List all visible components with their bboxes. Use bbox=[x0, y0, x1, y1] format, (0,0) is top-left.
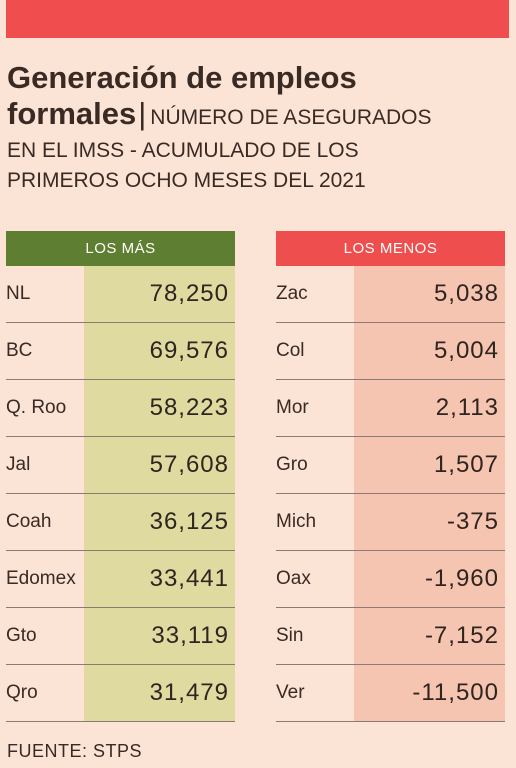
employment-value: 69,576 bbox=[84, 323, 235, 379]
employment-value: 36,125 bbox=[84, 494, 235, 550]
rows-los-mas: NL 78,250 BC 69,576 Q. Roo 58,223 Jal 57,608 Coa… bbox=[6, 266, 235, 722]
employment-value: -375 bbox=[354, 494, 505, 550]
source-note: FUENTE: STPS bbox=[7, 741, 143, 761]
table-row: Coah 36,125 bbox=[6, 494, 235, 551]
state-name: BC bbox=[6, 340, 33, 361]
employment-value: -1,960 bbox=[354, 551, 505, 607]
state-name: Mich bbox=[276, 511, 317, 532]
table-row: BC 69,576 bbox=[6, 323, 235, 380]
state-name: Mor bbox=[276, 397, 309, 418]
table-row: Gto 33,119 bbox=[6, 608, 235, 665]
state-name: NL bbox=[6, 283, 31, 304]
table-row: Zac 5,038 bbox=[276, 266, 505, 323]
state-name: Col bbox=[276, 340, 305, 361]
subtitle-part-3: PRIMEROS OCHO MESES DEL 2021 bbox=[7, 169, 366, 192]
employment-value: 58,223 bbox=[84, 380, 235, 436]
table-row: Mich -375 bbox=[276, 494, 505, 551]
table-header-los-menos: LOS MENOS bbox=[276, 231, 505, 266]
title-block: Generación de empleos formales| NÚMERO DE… bbox=[7, 60, 507, 196]
chart-title-word: formales bbox=[7, 96, 137, 131]
chart-title-line-2: formales| NÚMERO DE ASEGURADOS bbox=[7, 96, 507, 136]
state-name: Sin bbox=[276, 625, 304, 646]
employment-value: -11,500 bbox=[354, 665, 505, 721]
table-los-mas: LOS MÁS NL 78,250 BC 69,576 Q. Roo 58,223 Jal 5… bbox=[6, 231, 235, 722]
state-name: Zac bbox=[276, 283, 308, 304]
employment-value: 33,441 bbox=[84, 551, 235, 607]
table-row: Jal 57,608 bbox=[6, 437, 235, 494]
table-row: Qro 31,479 bbox=[6, 665, 235, 722]
table-header-los-mas: LOS MÁS bbox=[6, 231, 235, 266]
employment-value: 2,113 bbox=[354, 380, 505, 436]
employment-value: 5,004 bbox=[354, 323, 505, 379]
employment-value: 57,608 bbox=[84, 437, 235, 493]
table-row: Col 5,004 bbox=[276, 323, 505, 380]
title-separator: | bbox=[138, 96, 147, 131]
table-row: Edomex 33,441 bbox=[6, 551, 235, 608]
state-name: Q. Roo bbox=[6, 397, 67, 418]
state-name: Qro bbox=[6, 682, 38, 703]
table-row: Ver -11,500 bbox=[276, 665, 505, 722]
table-los-menos: LOS MENOS Zac 5,038 Col 5,004 Mor 2,113 Gro 1,5… bbox=[276, 231, 505, 722]
table-row: Mor 2,113 bbox=[276, 380, 505, 437]
state-name: Gro bbox=[276, 454, 308, 475]
state-name: Oax bbox=[276, 568, 311, 589]
rows-los-menos: Zac 5,038 Col 5,004 Mor 2,113 Gro 1,507 Mich -375… bbox=[276, 266, 505, 722]
chart-title-line-1: Generación de empleos bbox=[7, 60, 357, 95]
table-row: Sin -7,152 bbox=[276, 608, 505, 665]
state-name: Edomex bbox=[6, 568, 76, 589]
state-name: Gto bbox=[6, 625, 37, 646]
table-row: NL 78,250 bbox=[6, 266, 235, 323]
employment-value: 31,479 bbox=[84, 665, 235, 721]
table-row: Q. Roo 58,223 bbox=[6, 380, 235, 437]
subtitle-part-2: EN EL IMSS - ACUMULADO DE LOS bbox=[7, 139, 359, 162]
employment-value: 5,038 bbox=[354, 266, 505, 322]
employment-value: 33,119 bbox=[84, 608, 235, 664]
table-row: Oax -1,960 bbox=[276, 551, 505, 608]
employment-value: 78,250 bbox=[84, 266, 235, 322]
employment-value: 1,507 bbox=[354, 437, 505, 493]
employment-value: -7,152 bbox=[354, 608, 505, 664]
state-name: Ver bbox=[276, 682, 305, 703]
state-name: Jal bbox=[6, 454, 31, 475]
subtitle-part-1: NÚMERO DE ASEGURADOS bbox=[150, 106, 432, 129]
top-accent-bar bbox=[6, 0, 509, 38]
table-row: Gro 1,507 bbox=[276, 437, 505, 494]
state-name: Coah bbox=[6, 511, 52, 532]
